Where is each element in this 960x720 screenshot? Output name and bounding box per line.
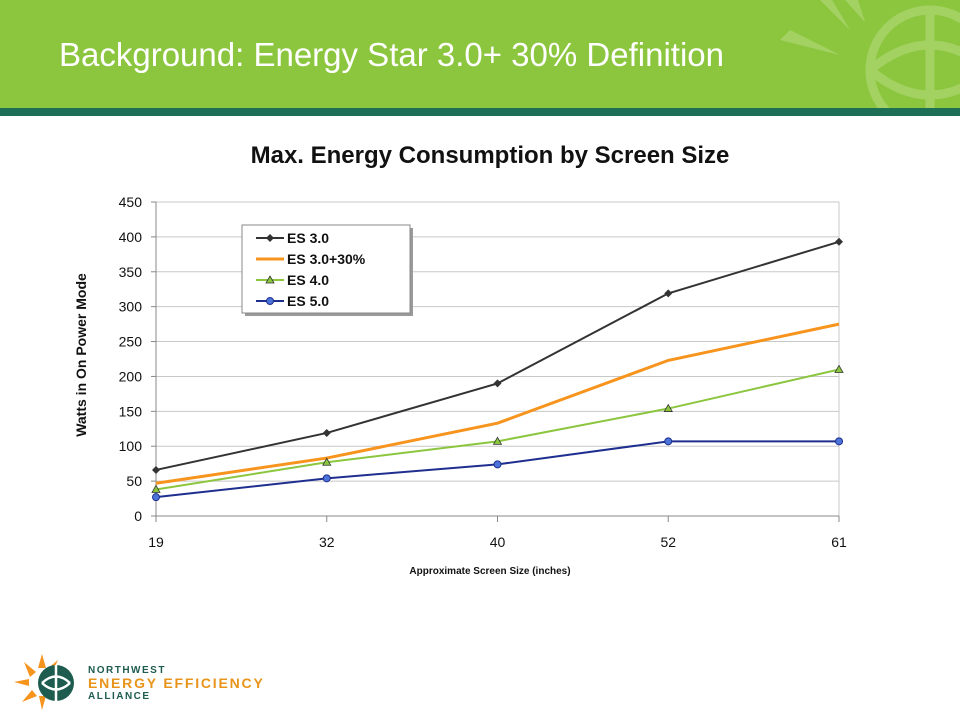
series-3-point-4 [835, 437, 843, 446]
nwea-logo-icon [14, 654, 74, 710]
y-tick-label-0: 0 [134, 508, 142, 524]
series-0-point-2 [493, 379, 502, 388]
legend-label-3: ES 5.0 [287, 293, 329, 309]
x-tick-label-3: 52 [660, 534, 676, 550]
y-tick-label-1: 50 [126, 473, 142, 489]
y-tick-label-6: 300 [119, 299, 143, 315]
y-tick-label-7: 350 [119, 264, 143, 280]
series-2-point-1 [322, 457, 332, 466]
chart-title: Max. Energy Consumption by Screen Size [250, 142, 730, 169]
series-0-point-4 [835, 237, 843, 246]
legend-marker-3 [266, 297, 274, 305]
series-lines [151, 237, 844, 502]
tick-labels: 0 50 100 150 200 250 300 350 400 450 19 32 40 52 61 [119, 194, 847, 550]
y-tick-label-2: 100 [119, 438, 143, 454]
slide-title: Background: Energy Star 3.0+ 30% Definit… [59, 36, 724, 73]
line-chart: 0 50 100 150 200 250 300 350 400 450 19 32 40 52 61 Ap… [73, 194, 847, 577]
series-2-point-2 [492, 436, 503, 445]
y-tick-label-8: 400 [119, 229, 143, 245]
legend-label-2: ES 4.0 [287, 272, 329, 288]
legend-label-0: ES 3.0 [287, 230, 329, 246]
legend: ES 3.0 ES 3.0+30% ES 4.0 ES 5.0 [241, 224, 413, 316]
x-tick-label-4: 61 [831, 534, 847, 550]
series-3-point-0 [152, 493, 160, 502]
series-2-point-0 [151, 484, 161, 493]
legend-marker-2 [265, 275, 275, 284]
legend-marker-0 [266, 234, 274, 242]
logo-text-energy-efficiency: ENERGY EFFICIENCY [88, 675, 265, 691]
y-tick-label-3: 150 [119, 403, 143, 419]
y-axis-label: Watts in On Power Mode [73, 273, 89, 437]
series-3-point-3 [664, 437, 673, 446]
axes [151, 201, 840, 522]
series-2-point-4 [834, 364, 844, 373]
series-0-point-1 [322, 428, 331, 437]
x-tick-label-2: 40 [490, 534, 506, 550]
header-divider [0, 108, 960, 116]
series-0-point-3 [664, 289, 673, 298]
y-tick-label-5: 250 [119, 334, 143, 350]
series-line-1 [155, 322, 840, 485]
x-tick-label-1: 32 [319, 534, 335, 550]
logo-text-alliance: ALLIANCE [88, 691, 151, 702]
series-3-point-2 [493, 460, 502, 469]
series-line-2 [155, 368, 840, 491]
slide-header: Background: Energy Star 3.0+ 30% Definit… [0, 0, 960, 108]
sunburst-graphic-icon [780, 0, 960, 108]
x-axis-label: Approximate Screen Size (inches) [409, 566, 570, 577]
x-tick-label-0: 19 [148, 534, 164, 550]
legend-label-1: ES 3.0+30% [287, 251, 366, 267]
logo-text-northwest: NORTHWEST [88, 665, 166, 676]
y-tick-label-9: 450 [119, 194, 143, 210]
series-0-point-0 [152, 465, 160, 474]
y-tick-label-4: 200 [119, 368, 143, 384]
series-2-point-3 [663, 403, 673, 412]
series-3-point-1 [322, 474, 331, 483]
